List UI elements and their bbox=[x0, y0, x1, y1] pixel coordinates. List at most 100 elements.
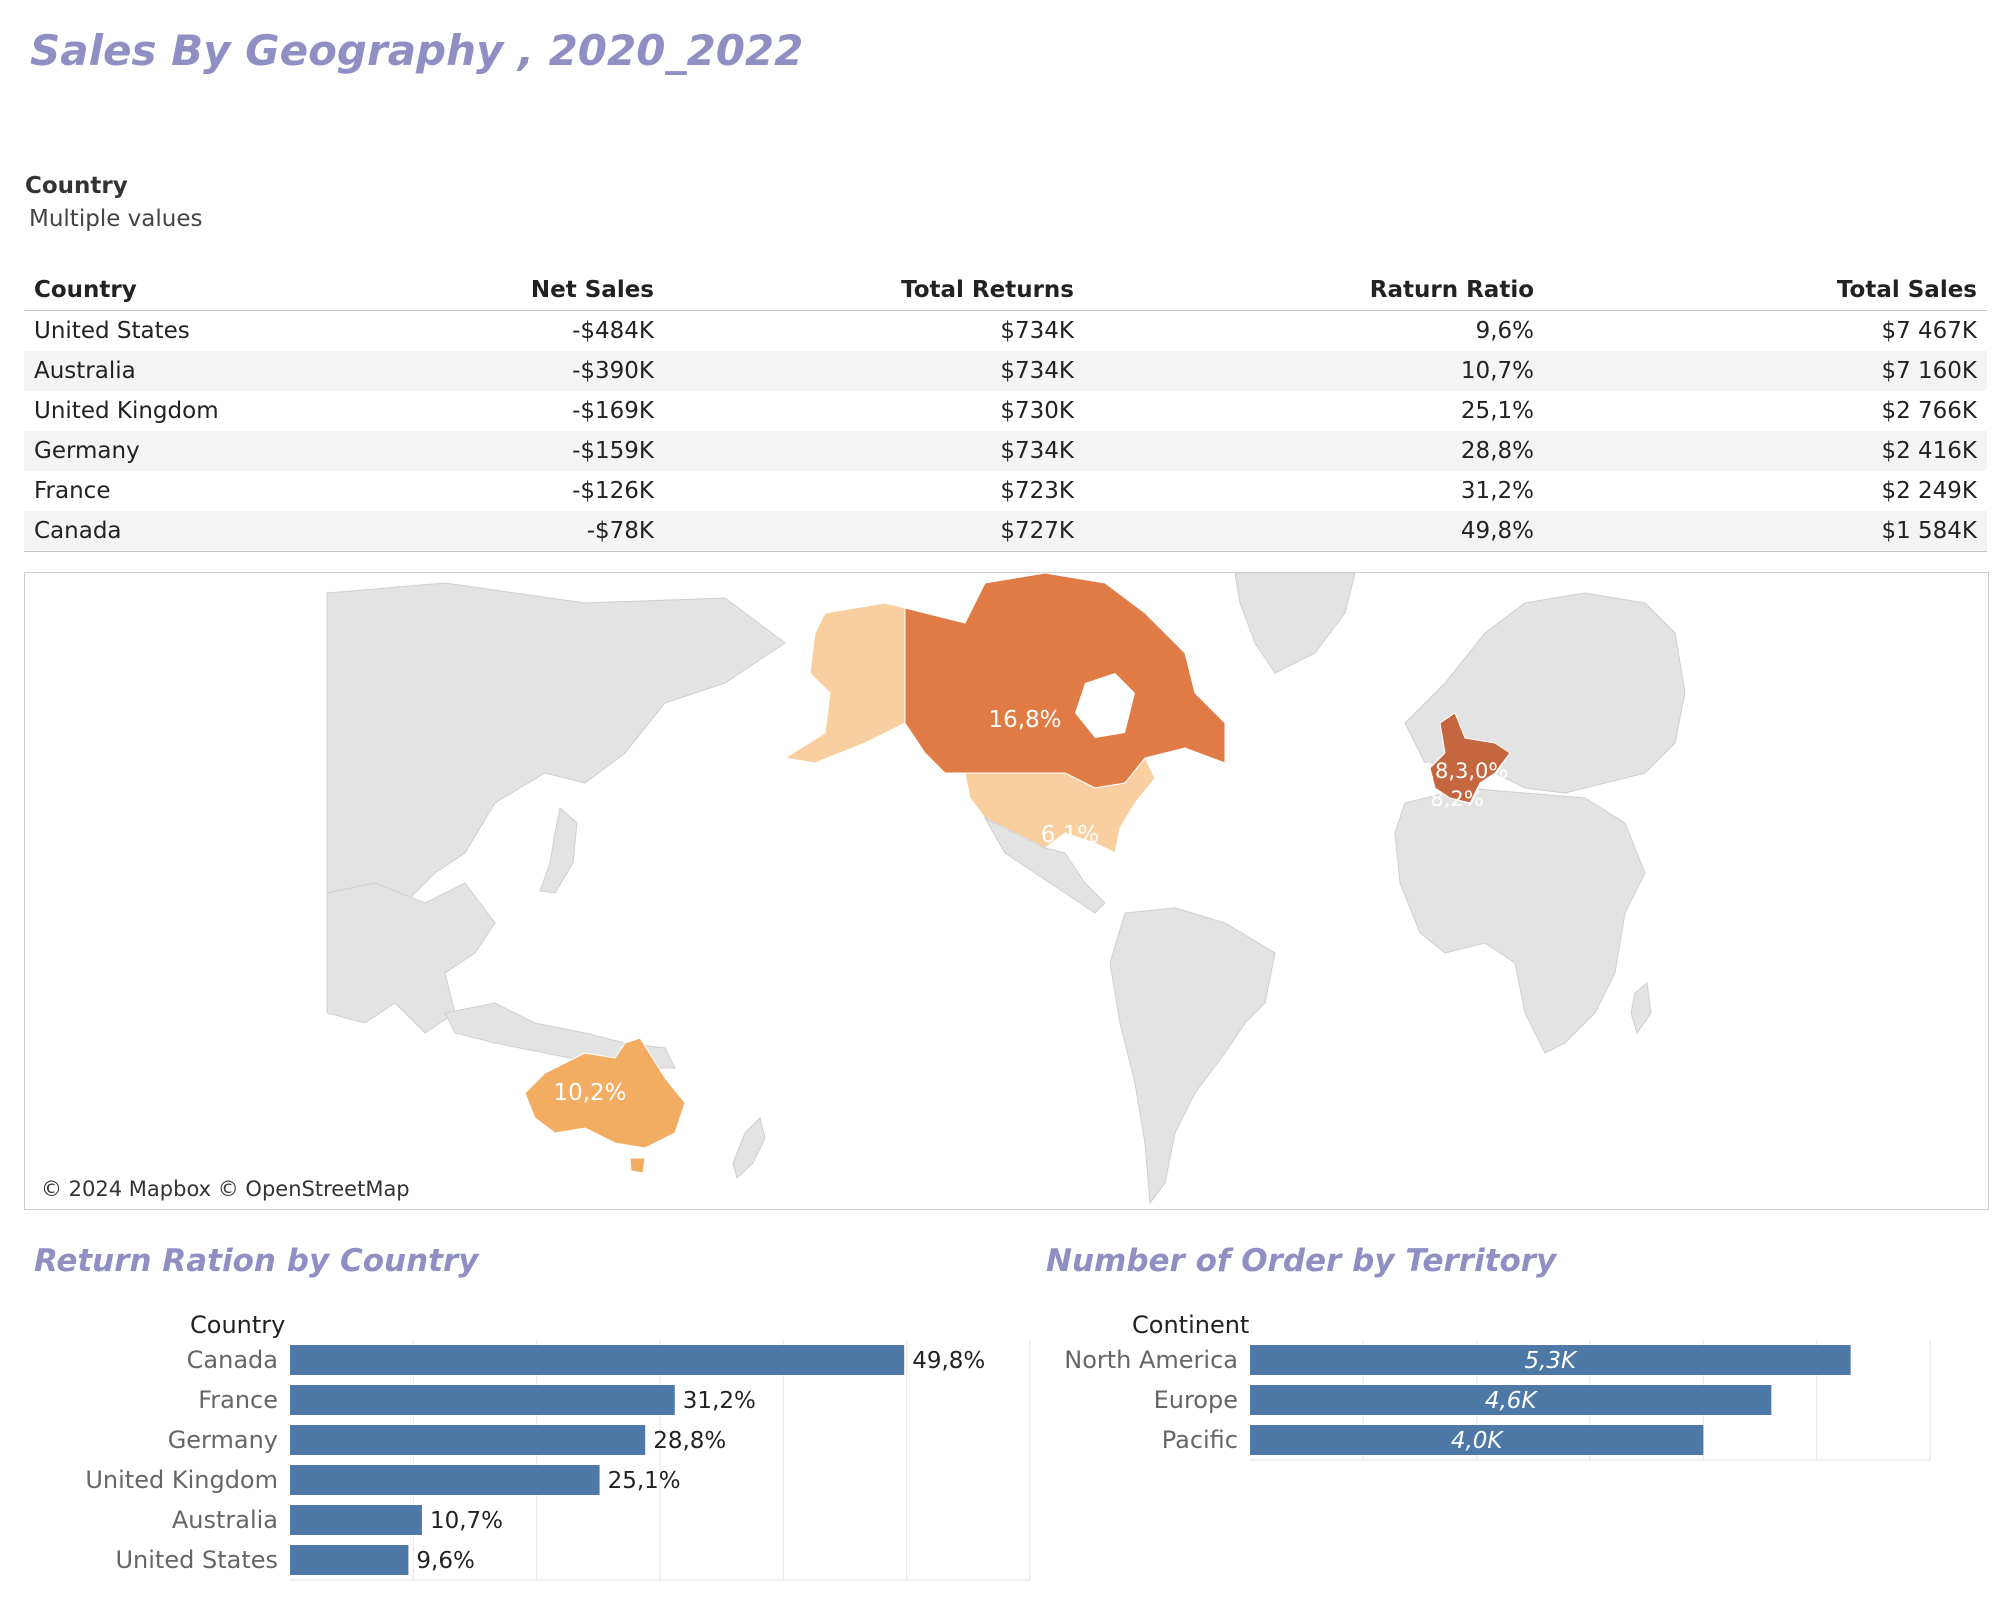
cell-total-returns: $727K bbox=[664, 511, 1084, 552]
cell-total-sales: $7 467K bbox=[1881, 318, 1977, 344]
country-filter-value[interactable]: Multiple values bbox=[29, 206, 203, 232]
bar bbox=[290, 1425, 646, 1455]
category-label: Germany bbox=[168, 1426, 278, 1454]
category-label: France bbox=[198, 1386, 278, 1414]
category-label: United Kingdom bbox=[85, 1466, 278, 1494]
map-land-japan bbox=[539, 807, 578, 894]
cell-country: Germany bbox=[24, 431, 344, 471]
return-ratio-chart-title: Return Ration by Country bbox=[34, 1243, 479, 1279]
orders-chart-title: Number of Order by Territory bbox=[1046, 1243, 1557, 1279]
cell-country: France bbox=[34, 478, 111, 504]
category-label: Pacific bbox=[1162, 1426, 1238, 1454]
cell-total-returns: $723K bbox=[1000, 478, 1074, 504]
cell-country: Australia bbox=[24, 351, 344, 391]
return-ratio-bar-chart[interactable]: Canada 49,8% France 31,2% Germany 28,8% United… bbox=[0, 1340, 1040, 1600]
data-label: 9,6% bbox=[416, 1548, 474, 1574]
map-region-canada bbox=[904, 573, 1226, 789]
cell-total-sales: $2 416K bbox=[1544, 431, 1987, 471]
cell-total-returns: $734K bbox=[664, 351, 1084, 391]
bar bbox=[1250, 1385, 1772, 1415]
cell-total-sales: $7 160K bbox=[1544, 351, 1987, 391]
cell-return-ratio: 10,7% bbox=[1084, 351, 1544, 391]
data-label: 5,3K bbox=[1524, 1348, 1578, 1374]
cell-return-ratio: 9,6% bbox=[1475, 318, 1534, 344]
cell-net-sales: -$484K bbox=[572, 318, 654, 344]
category-label: North America bbox=[1064, 1346, 1238, 1374]
category-label: United States bbox=[115, 1546, 278, 1574]
data-label: 10,7% bbox=[430, 1508, 503, 1534]
cell-return-ratio: 28,8% bbox=[1084, 431, 1544, 471]
cell-return-ratio: 31,2% bbox=[1460, 478, 1534, 504]
column-header-net-sales[interactable]: Net Sales bbox=[344, 270, 664, 311]
map-label-europe-2: 8,2% bbox=[1430, 787, 1484, 811]
cell-country: United Kingdom bbox=[34, 398, 219, 424]
cell-net-sales: -$126K bbox=[572, 478, 654, 504]
bar bbox=[1250, 1425, 1704, 1455]
data-label: 4,0K bbox=[1451, 1428, 1505, 1454]
table-row[interactable]: Australia -$390K $734K 10,7% $7 160K bbox=[24, 351, 1987, 391]
cell-total-sales: $2 249K bbox=[1881, 478, 1977, 504]
category-label: Australia bbox=[172, 1506, 278, 1534]
map-label-canada: 16,8% bbox=[988, 707, 1062, 733]
column-header-return-ratio[interactable]: Raturn Ratio bbox=[1084, 270, 1544, 311]
map-land-greenland bbox=[1234, 573, 1356, 674]
map-land-central-america bbox=[983, 816, 1106, 914]
bar bbox=[290, 1345, 905, 1375]
cell-return-ratio: 49,8% bbox=[1084, 511, 1544, 552]
cell-total-sales: $2 766K bbox=[1881, 398, 1977, 424]
map-water-hudson-bay bbox=[1075, 673, 1135, 738]
orders-bar-chart[interactable]: North America 5,3K Europe 4,6K Pacific 4,0K bbox=[1020, 1340, 1980, 1500]
table-row[interactable]: United Kingdom -$169K $730K 25,1% $2 766… bbox=[24, 391, 1987, 431]
bar bbox=[290, 1505, 422, 1535]
cell-total-returns: $734K bbox=[664, 431, 1084, 471]
bar bbox=[1250, 1345, 1851, 1375]
data-label: 25,1% bbox=[608, 1468, 681, 1494]
country-filter-label: Country bbox=[25, 173, 128, 199]
page-title: Sales By Geography , 2020_2022 bbox=[30, 26, 804, 75]
map-label-australia: 10,2% bbox=[553, 1080, 627, 1106]
data-label: 31,2% bbox=[683, 1388, 756, 1414]
bar bbox=[290, 1385, 675, 1415]
map-land-indonesia bbox=[444, 1002, 676, 1069]
map-land-east-asia bbox=[326, 882, 496, 1034]
cell-country: United States bbox=[34, 318, 190, 344]
table-row[interactable]: Germany -$159K $734K 28,8% $2 416K bbox=[24, 431, 1987, 471]
cell-total-returns: $734K bbox=[1000, 318, 1074, 344]
map-region-europe-highlight bbox=[1429, 712, 1511, 804]
category-label: Europe bbox=[1154, 1386, 1238, 1414]
table-row[interactable]: France -$126K $723K 31,2% $2 249K bbox=[24, 471, 1987, 511]
table-row[interactable]: United States -$484K $734K 9,6% $7 467K bbox=[24, 311, 1987, 352]
map-label-united-states: 6,1% bbox=[1040, 822, 1100, 848]
bar bbox=[290, 1545, 409, 1575]
cell-net-sales: -$78K bbox=[344, 511, 664, 552]
cell-net-sales: -$159K bbox=[344, 431, 664, 471]
data-label: 4,6K bbox=[1485, 1388, 1539, 1414]
cell-net-sales: -$390K bbox=[344, 351, 664, 391]
sales-table: Country Net Sales Total Returns Raturn R… bbox=[24, 270, 1987, 552]
map-region-alaska bbox=[783, 602, 906, 764]
map-land-south-america bbox=[1109, 907, 1276, 1205]
map-land-new-zealand bbox=[732, 1117, 766, 1179]
return-ratio-axis-header: Country bbox=[190, 1311, 286, 1339]
map-label-europe-1: 18,3,0% bbox=[1421, 759, 1509, 783]
table-row[interactable]: Canada -$78K $727K 49,8% $1 584K bbox=[24, 511, 1987, 552]
orders-axis-header: Continent bbox=[1132, 1311, 1250, 1339]
map-region-australia bbox=[524, 1037, 686, 1149]
cell-net-sales: -$169K bbox=[572, 398, 654, 424]
cell-total-sales: $1 584K bbox=[1544, 511, 1987, 552]
column-header-total-returns[interactable]: Total Returns bbox=[664, 270, 1084, 311]
cell-return-ratio: 25,1% bbox=[1460, 398, 1534, 424]
data-label: 49,8% bbox=[912, 1348, 985, 1374]
table-header-row: Country Net Sales Total Returns Raturn R… bbox=[24, 270, 1987, 311]
cell-total-returns: $730K bbox=[1000, 398, 1074, 424]
map-canvas[interactable] bbox=[25, 573, 1988, 1209]
map-land-africa bbox=[1394, 787, 1646, 1054]
world-map[interactable]: 16,8% 6,1% 10,2% 18,3,0% 8,2% © 2024 Map… bbox=[24, 572, 1989, 1210]
data-label: 28,8% bbox=[653, 1428, 726, 1454]
column-header-country[interactable]: Country bbox=[24, 270, 344, 311]
cell-country: Canada bbox=[24, 511, 344, 552]
bar bbox=[290, 1465, 600, 1495]
map-attribution[interactable]: © 2024 Mapbox © OpenStreetMap bbox=[33, 1173, 418, 1205]
map-region-tasmania bbox=[629, 1157, 646, 1174]
column-header-total-sales[interactable]: Total Sales bbox=[1544, 270, 1987, 311]
